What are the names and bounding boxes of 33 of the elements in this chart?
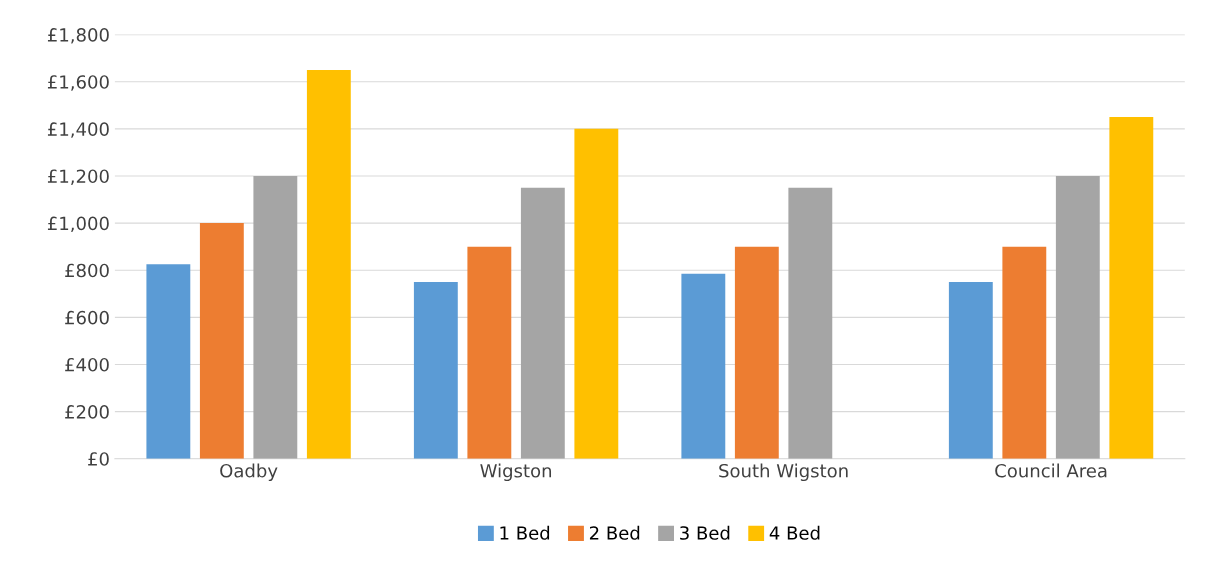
y-tick-label: £800: [65, 263, 109, 278]
x-tick-label: South Wigston: [719, 463, 848, 482]
bar: [1055, 175, 1100, 459]
y-tick-label: £1,800: [47, 28, 109, 44]
y-tick-label: £1,400: [47, 122, 109, 138]
y-tick-label: £1,200: [47, 169, 109, 185]
bar: [520, 187, 565, 459]
bar: [413, 282, 458, 459]
bar: [1002, 246, 1047, 459]
x-tick-label: Oadby: [220, 463, 278, 482]
bar: [199, 223, 244, 459]
bar: [681, 273, 726, 459]
bar: [467, 246, 512, 459]
bar: [146, 264, 191, 459]
bar: [253, 175, 298, 459]
bar: [948, 282, 993, 459]
bar: [788, 187, 833, 459]
bar: [306, 69, 351, 459]
legend-label: 4 Bed: [769, 525, 820, 540]
legend-label: 2 Bed: [589, 525, 640, 540]
y-tick-label: £0: [88, 452, 109, 466]
y-tick-label: £400: [65, 357, 109, 372]
bar: [574, 128, 619, 459]
y-tick-label: £1,600: [47, 75, 109, 91]
x-tick-label: Wigston: [480, 463, 552, 482]
bar: [734, 246, 779, 459]
legend-label: 3 Bed: [680, 525, 730, 540]
y-tick-label: £200: [65, 405, 109, 419]
bar: [1109, 117, 1154, 459]
legend-label: 1 Bed: [500, 525, 550, 540]
x-tick-label: Council Area: [995, 463, 1107, 478]
y-tick-label: £600: [65, 310, 109, 325]
y-tick-label: £1,000: [47, 216, 109, 233]
